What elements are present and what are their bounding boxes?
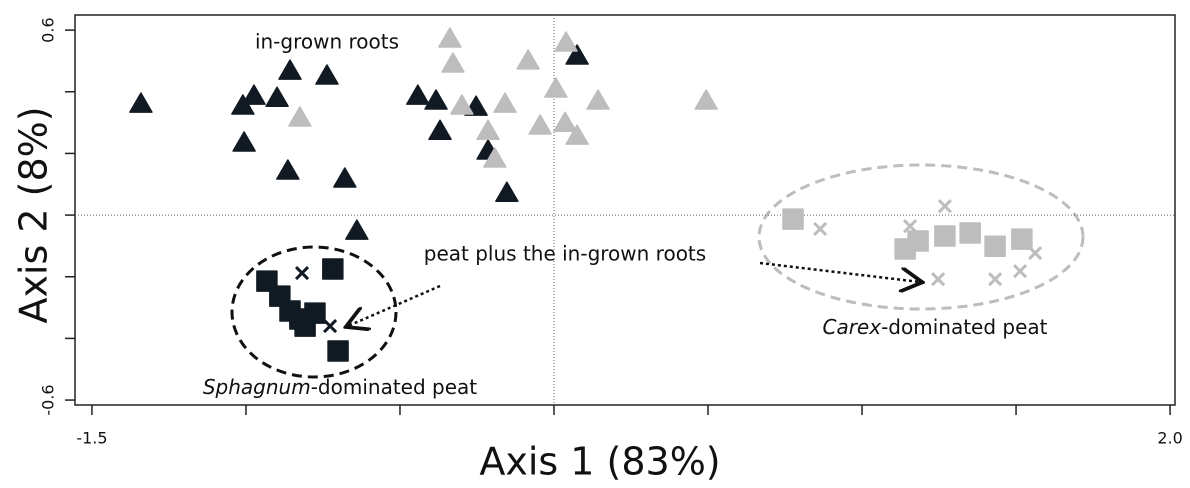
x-tick-label: -1.5 xyxy=(76,429,107,448)
point xyxy=(345,219,369,240)
annotation: Carex-dominated peat xyxy=(822,315,1047,339)
arrow xyxy=(759,261,920,282)
point xyxy=(495,181,519,202)
arrow xyxy=(348,284,441,326)
point xyxy=(428,119,452,140)
point xyxy=(528,114,552,135)
point xyxy=(278,59,302,80)
point xyxy=(333,167,357,188)
point xyxy=(694,89,718,110)
annotation-text: -dominated peat xyxy=(311,375,478,399)
y-axis-label: Axis 2 (8%) xyxy=(12,106,56,323)
point xyxy=(931,272,946,287)
annotation: in-grown roots xyxy=(255,30,399,54)
y-tick-label: -0.6 xyxy=(39,384,58,415)
point xyxy=(984,235,1006,257)
point xyxy=(586,89,610,110)
point xyxy=(483,147,507,168)
point xyxy=(231,94,255,115)
point xyxy=(937,199,952,214)
annotation-italic: Carex xyxy=(822,315,881,339)
x-tick-label: 2.0 xyxy=(1157,429,1182,448)
point xyxy=(476,119,500,140)
point xyxy=(265,86,289,107)
point xyxy=(493,92,517,113)
point xyxy=(907,230,929,252)
point xyxy=(315,64,339,85)
point xyxy=(516,49,540,70)
point xyxy=(934,225,956,247)
plot-frame xyxy=(74,14,1176,406)
point xyxy=(294,265,310,281)
annotation-italic: Sphagnum xyxy=(203,375,311,399)
point xyxy=(276,159,300,180)
point xyxy=(322,258,344,280)
point xyxy=(441,52,465,73)
point xyxy=(232,131,256,152)
point xyxy=(1011,228,1033,250)
point xyxy=(406,84,430,105)
point xyxy=(959,222,981,244)
point xyxy=(1012,264,1028,279)
annotation: peat plus the in-grown roots xyxy=(424,242,706,266)
point xyxy=(565,44,589,65)
y-tick-label: 0.6 xyxy=(39,17,58,42)
point xyxy=(554,31,578,52)
point xyxy=(242,84,266,105)
point xyxy=(1028,245,1043,261)
point xyxy=(322,319,338,334)
point xyxy=(565,124,589,145)
point xyxy=(129,92,153,113)
point xyxy=(294,315,316,337)
point xyxy=(988,272,1003,287)
point xyxy=(553,111,577,132)
point xyxy=(782,208,804,230)
x-axis-label: Axis 1 (83%) xyxy=(479,440,720,484)
point xyxy=(813,221,828,237)
point xyxy=(438,27,462,48)
group-ellipse xyxy=(230,245,398,379)
annotation: Sphagnum-dominated peat xyxy=(203,375,477,399)
point xyxy=(288,106,312,127)
annotation-text: -dominated peat xyxy=(881,315,1048,339)
point xyxy=(450,94,474,115)
point xyxy=(903,219,918,234)
point xyxy=(424,89,448,110)
point xyxy=(327,340,349,362)
point xyxy=(544,77,568,98)
group-ellipse xyxy=(757,163,1085,311)
